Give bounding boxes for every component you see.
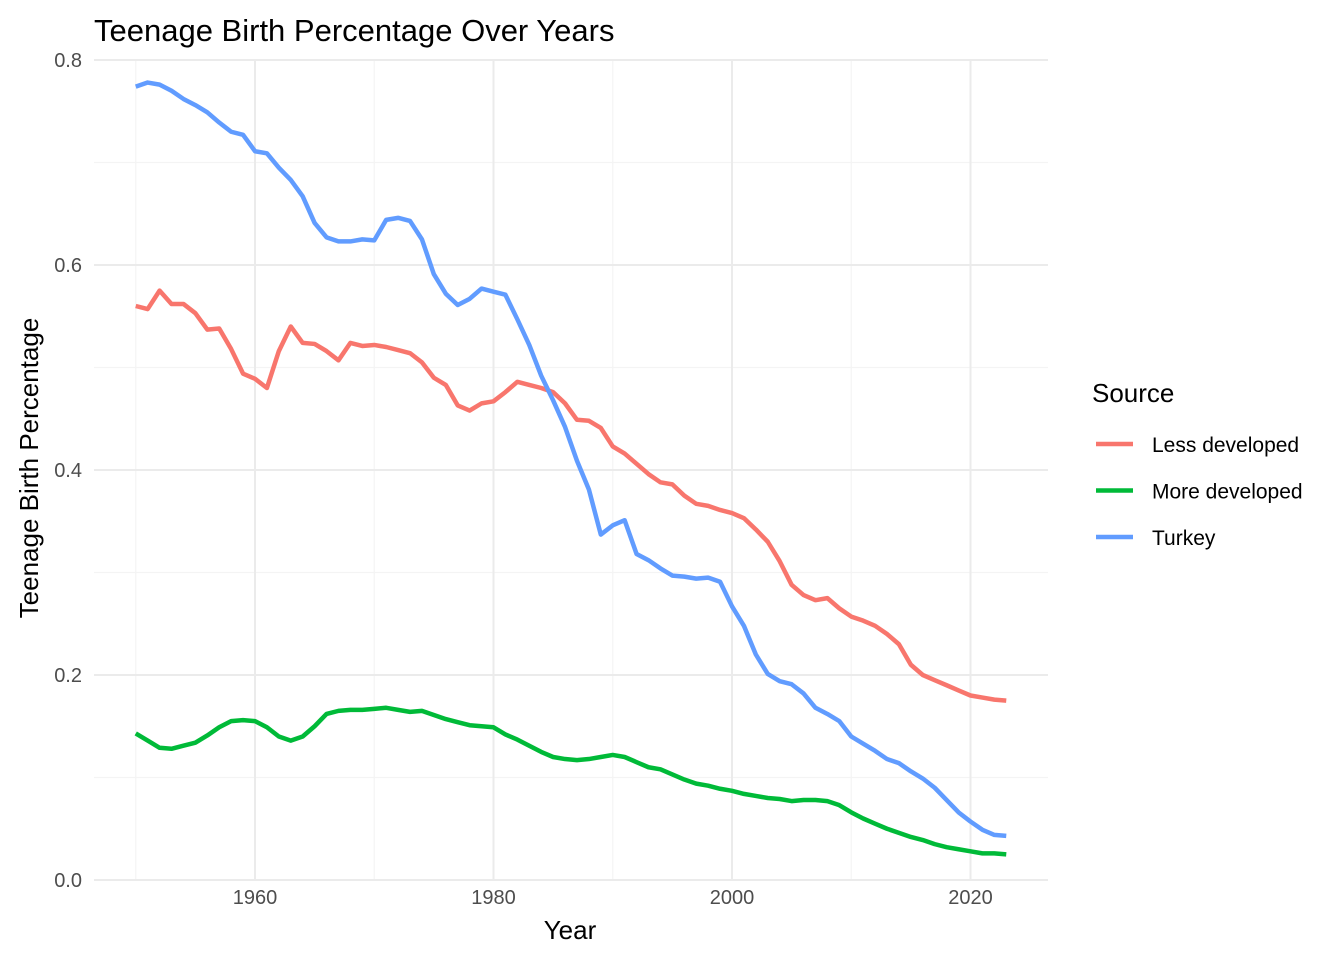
y-tick-label: 0.8 [54, 50, 82, 72]
legend-item: Less developed [1096, 434, 1299, 457]
y-tick-label: 0.0 [54, 870, 82, 892]
x-axis-tick-labels: 1960 1980 2000 2020 [233, 887, 993, 909]
x-axis-title: Year [544, 915, 597, 945]
y-tick-label: 0.6 [54, 255, 82, 277]
legend-item: Turkey [1096, 527, 1216, 550]
y-tick-label: 0.4 [54, 460, 82, 482]
series-line-turkey [135, 80, 1007, 839]
y-axis-title: Teenage Birth Percentage [14, 318, 44, 619]
chart-title: Teenage Birth Percentage Over Years [94, 13, 614, 48]
series-line-more-developed [134, 705, 1007, 857]
legend-label: Less developed [1152, 434, 1299, 457]
legend-item: More developed [1096, 481, 1303, 504]
legend-label: Turkey [1152, 527, 1216, 550]
legend: Source Less developed More developed Turke… [1092, 378, 1303, 550]
x-tick-label: 2020 [948, 887, 993, 909]
y-axis-tick-labels: 0.0 0.2 0.4 0.6 0.8 [54, 50, 82, 892]
x-tick-label: 1960 [233, 887, 278, 909]
x-tick-label: 2000 [710, 887, 755, 909]
series-lines [134, 80, 1007, 857]
legend-items: Less developed More developed Turkey [1096, 434, 1303, 550]
y-tick-label: 0.2 [54, 665, 82, 687]
minor-gridlines [94, 60, 1048, 880]
major-gridlines [94, 59, 1048, 881]
series-line-less-developed [135, 288, 1007, 703]
legend-label: More developed [1152, 481, 1303, 504]
legend-title: Source [1092, 378, 1174, 408]
x-tick-label: 1980 [471, 887, 516, 909]
